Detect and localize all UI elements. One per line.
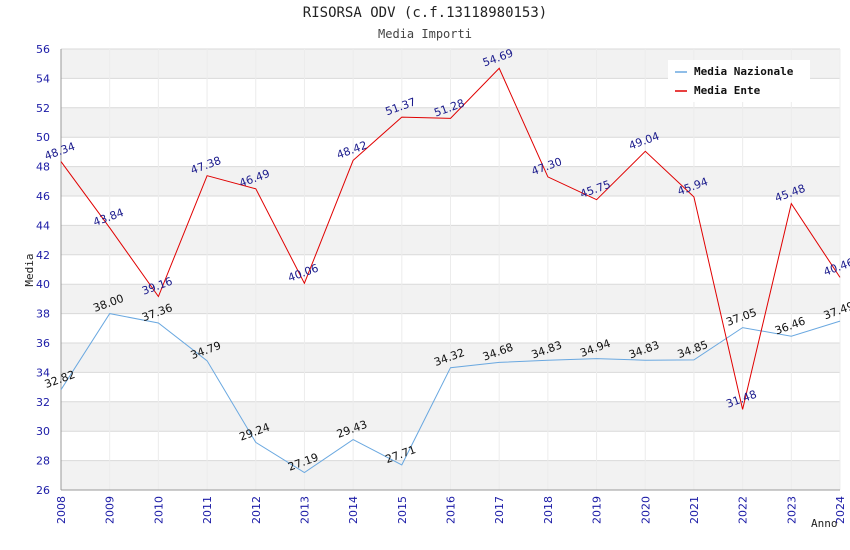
x-tick-label: 2019 xyxy=(591,496,604,524)
x-tick-label: 2014 xyxy=(347,496,360,524)
series-line-media-nazionale xyxy=(60,313,841,474)
y-tick-label: 34 xyxy=(36,366,50,379)
x-tick-label: 2024 xyxy=(834,496,847,524)
y-tick-label: 32 xyxy=(36,396,50,409)
legend-box xyxy=(668,60,810,102)
y-tick-label: 26 xyxy=(36,484,50,497)
data-label-media-nazionale: 36.46 xyxy=(773,314,807,337)
legend-label-media-ente: Media Ente xyxy=(694,84,761,97)
y-tick-label: 46 xyxy=(36,190,50,203)
legend-label-media-nazionale: Media Nazionale xyxy=(694,65,794,78)
y-tick-label: 52 xyxy=(36,102,50,115)
y-tick-label: 28 xyxy=(36,455,50,468)
series-line-media-ente xyxy=(60,67,841,410)
x-axis-label: Anno xyxy=(811,517,838,530)
x-tick-label: 2020 xyxy=(639,496,652,524)
y-tick-label: 42 xyxy=(36,249,50,262)
x-tick-label: 2023 xyxy=(785,496,798,524)
y-tick-label: 44 xyxy=(36,219,50,232)
x-tick-label: 2016 xyxy=(445,496,458,524)
x-tick-label: 2012 xyxy=(250,496,263,524)
y-tick-label: 48 xyxy=(36,161,50,174)
y-tick-label: 38 xyxy=(36,308,50,321)
chart-subtitle: Media Importi xyxy=(378,27,472,41)
chart-title: RISORSA ODV (c.f.13118980153) xyxy=(302,5,548,21)
y-tick-label: 40 xyxy=(36,278,50,291)
x-tick-label: 2021 xyxy=(688,496,701,524)
x-tick-label: 2013 xyxy=(298,496,311,524)
y-tick-label: 54 xyxy=(36,72,50,85)
x-tick-label: 2009 xyxy=(104,496,117,524)
y-tick-label: 50 xyxy=(36,131,50,144)
x-tick-label: 2018 xyxy=(542,496,555,524)
y-axis-label: Media xyxy=(23,253,36,286)
x-tick-label: 2022 xyxy=(737,496,750,524)
x-tick-label: 2017 xyxy=(493,496,506,524)
x-tick-label: 2011 xyxy=(201,496,214,524)
data-label-media-ente: 48.42 xyxy=(335,139,369,162)
data-label-media-ente: 40.46 xyxy=(822,256,850,279)
x-tick-label: 2008 xyxy=(55,496,68,524)
y-tick-label: 56 xyxy=(36,43,50,56)
x-tick-label: 2010 xyxy=(152,496,165,524)
x-tick-label: 2015 xyxy=(396,496,409,524)
y-tick-label: 30 xyxy=(36,425,50,438)
y-tick-label: 36 xyxy=(36,337,50,350)
legend: Media Nazionale Media Ente xyxy=(668,60,810,102)
